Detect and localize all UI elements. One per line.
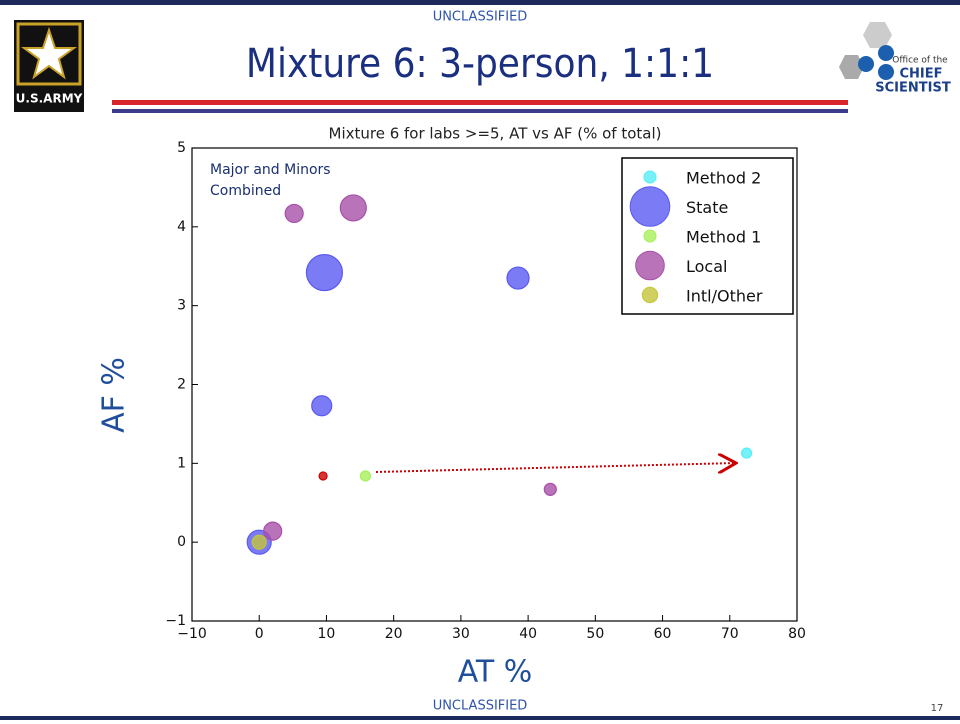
point (318, 471, 328, 481)
x-tick-label: −10 (177, 626, 207, 642)
ocs-text: Office of the (892, 56, 948, 66)
classification: UNCLASSIFIED (433, 699, 528, 714)
army-text: U.S.ARMY (16, 92, 83, 106)
army-logo: U.S.ARMY (14, 20, 84, 112)
y-tick-label: 0 (177, 534, 186, 550)
x-tick-label: 30 (452, 626, 470, 642)
x-tick-label: 0 (255, 626, 264, 642)
slide-title: Mixture 6: 3-person, 1:1:1 (246, 41, 714, 87)
legend-label: Intl/Other (686, 287, 763, 306)
y-tick-label: 1 (177, 455, 186, 471)
arrow (375, 463, 736, 472)
point (359, 470, 372, 482)
y-tick-label: 2 (177, 377, 186, 393)
legend-label: Method 1 (686, 228, 761, 247)
chart-title: Mixture 6 for labs >=5, AT vs AF (% of t… (329, 125, 662, 143)
point (263, 521, 283, 541)
page-number: 17 (931, 703, 944, 714)
legend-label: State (686, 198, 728, 217)
x-axis-label: AT % (458, 655, 533, 690)
annotation: Major and Minors (210, 162, 331, 178)
bottom-bar (0, 716, 960, 720)
legend-marker (629, 186, 671, 227)
rule-red (112, 100, 848, 105)
y-axis-label: AF % (97, 357, 132, 433)
point (284, 203, 304, 224)
x-tick-label: 20 (385, 626, 403, 642)
point (339, 194, 367, 222)
rule-blue (112, 109, 848, 113)
legend-marker (643, 229, 657, 243)
x-tick-label: 70 (721, 626, 739, 642)
point (305, 253, 344, 292)
x-tick-label: 40 (519, 626, 537, 642)
legend-marker (641, 286, 659, 304)
annotation: Combined (210, 183, 281, 199)
point (740, 447, 753, 459)
point (506, 266, 530, 290)
point (251, 534, 267, 550)
point (543, 482, 557, 496)
y-tick-label: 4 (177, 219, 186, 235)
x-tick-label: 10 (318, 626, 336, 642)
ocs-text: SCIENTIST (875, 81, 951, 96)
x-tick-label: 60 (654, 626, 672, 642)
legend-label: Local (686, 257, 727, 276)
top-bar (0, 0, 960, 5)
ocs-text: CHIEF (899, 67, 942, 82)
x-tick-label: 80 (788, 626, 806, 642)
point (311, 395, 333, 417)
legend-label: Method 2 (686, 169, 761, 188)
classification: UNCLASSIFIED (433, 10, 528, 25)
legend-marker (643, 170, 657, 184)
y-tick-label: 5 (177, 140, 186, 156)
legend-marker (635, 250, 665, 281)
ocs-logo: Office of the CHIEF SCIENTIST (839, 22, 951, 96)
x-tick-label: 50 (586, 626, 604, 642)
y-tick-label: 3 (177, 298, 186, 314)
y-tick-label: −1 (165, 613, 186, 629)
